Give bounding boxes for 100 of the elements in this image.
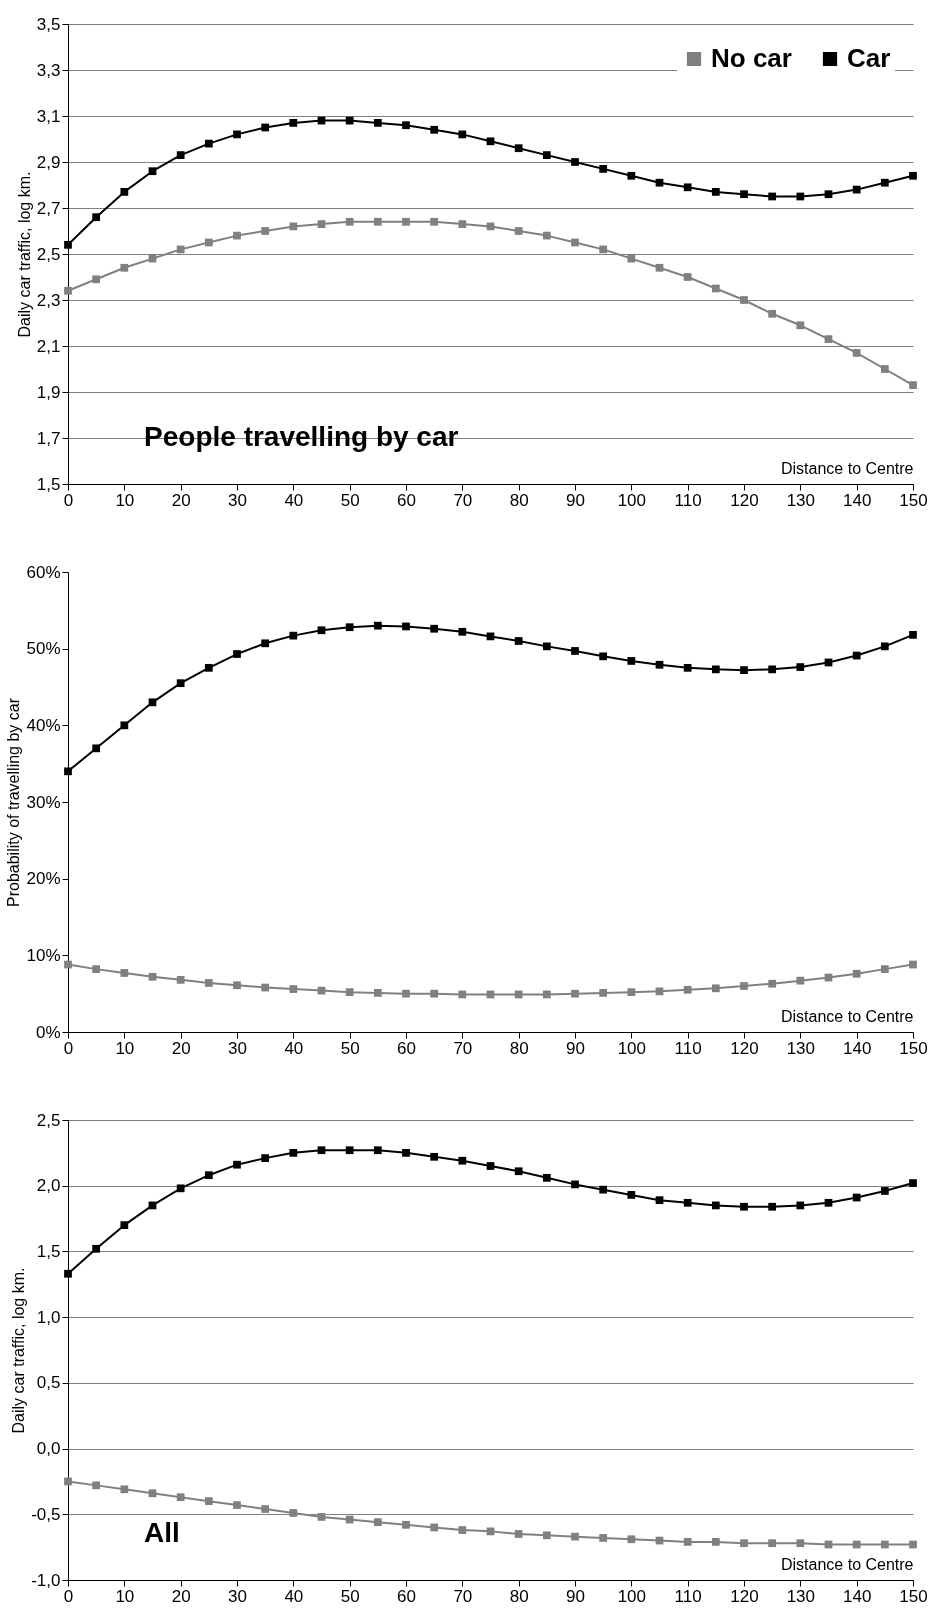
point: [148, 1489, 157, 1498]
point: [627, 254, 636, 263]
point: [289, 1148, 298, 1157]
point: [740, 982, 748, 990]
point: [627, 1535, 636, 1544]
point: [486, 137, 495, 146]
point: [571, 989, 579, 998]
point: [768, 665, 777, 674]
x-tick-label: 50: [340, 490, 360, 510]
point: [261, 1505, 270, 1513]
x-tick-label: 60: [397, 1038, 416, 1058]
point: [542, 231, 551, 240]
y-tick-label: 0,5: [36, 1373, 61, 1393]
annotation: People travelling by car: [144, 421, 459, 452]
point: [683, 183, 692, 192]
point: [430, 1523, 439, 1532]
point: [345, 1146, 354, 1155]
point: [880, 365, 889, 373]
x-tick-label: 140: [842, 1038, 872, 1058]
point: [768, 309, 777, 318]
x-tick-label: 70: [453, 1038, 473, 1058]
point: [176, 679, 185, 688]
point: [148, 167, 157, 176]
point: [64, 240, 72, 249]
x-axis-title: Distance to Centre: [780, 459, 914, 477]
x-tick-label: 70: [453, 490, 473, 510]
point: [768, 1539, 777, 1548]
y-tick-label: -1,0: [31, 1570, 61, 1590]
point: [458, 220, 467, 228]
point: [768, 1202, 777, 1211]
x-tick-label: 140: [842, 490, 872, 510]
point: [317, 1146, 326, 1155]
point: [176, 151, 185, 159]
y-tick-label: 2,3: [36, 290, 61, 310]
point: [711, 284, 720, 293]
y-tick-label: 60%: [26, 562, 61, 582]
y-tick-label: 20%: [26, 869, 61, 889]
point: [458, 1156, 467, 1165]
point: [233, 650, 241, 658]
point: [711, 1201, 720, 1210]
point: [92, 275, 101, 284]
y-axis-title: Daily car traffic, log km.: [15, 171, 33, 338]
x-tick-label: 110: [674, 490, 702, 510]
point: [909, 171, 917, 180]
y-tick-label: 1,9: [36, 382, 61, 402]
point: [740, 190, 748, 199]
point: [655, 1196, 664, 1205]
x-tick-label: 20: [171, 1038, 191, 1058]
point: [542, 642, 551, 651]
point: [542, 151, 551, 159]
point: [430, 989, 439, 998]
point: [768, 979, 777, 988]
point: [289, 119, 298, 127]
point: [261, 639, 270, 648]
point: [373, 621, 382, 630]
point: [402, 1148, 410, 1157]
x-tick-label: 60: [397, 490, 416, 510]
point: [711, 984, 720, 993]
point: [204, 139, 213, 148]
y-tick-label: 50%: [26, 639, 61, 659]
point: [92, 744, 101, 753]
point: [655, 263, 664, 272]
point: [824, 1198, 833, 1207]
point: [430, 217, 439, 226]
point: [796, 321, 805, 330]
point: [176, 245, 185, 254]
point: [233, 231, 241, 240]
x-tick-label: 0: [63, 1586, 74, 1606]
y-tick-label: 1,5: [36, 1241, 61, 1261]
point: [64, 1269, 72, 1278]
point: [627, 657, 636, 665]
point: [373, 1518, 382, 1527]
point: [571, 1180, 579, 1189]
point: [796, 192, 805, 201]
point: [542, 1173, 551, 1182]
point: [261, 983, 270, 992]
point: [909, 381, 917, 389]
point: [711, 1538, 720, 1546]
point: [233, 981, 241, 990]
point: [402, 121, 410, 130]
point: [486, 1527, 495, 1536]
point: [345, 217, 354, 226]
point: [571, 238, 579, 247]
legend-label: Car: [847, 43, 891, 73]
point: [289, 1509, 298, 1517]
y-tick-label: 0%: [35, 1022, 61, 1042]
point: [740, 666, 748, 675]
y-tick-label: 3,3: [36, 60, 61, 80]
y-tick-label: 1,7: [36, 428, 61, 448]
point: [317, 1513, 326, 1521]
x-tick-label: 30: [228, 1038, 247, 1058]
point: [402, 989, 410, 998]
x-tick-label: 60: [397, 1586, 416, 1606]
x-tick-label: 50: [340, 1038, 360, 1058]
point: [571, 158, 579, 166]
point: [373, 119, 382, 127]
point: [740, 1539, 748, 1548]
y-tick-label: 2,5: [36, 1110, 61, 1130]
x-tick-label: 50: [340, 1586, 360, 1606]
point: [233, 1501, 241, 1509]
